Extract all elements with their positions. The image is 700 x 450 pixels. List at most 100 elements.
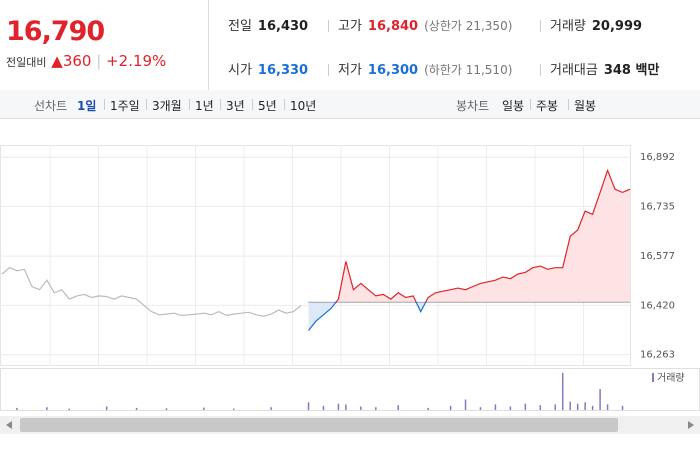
tab-divider [568,99,569,110]
tab[interactable]: 1일 [77,99,97,113]
change: 전일대비 ▲360 | +2.19% [6,52,166,70]
change-label: 전일대비 [6,56,47,69]
volume-bar [46,407,48,410]
stat: 전일 16,430 [228,15,308,34]
tab-group-label: 봉차트 [456,99,490,113]
tab[interactable]: 일봉 [502,99,525,113]
tab[interactable]: 5년 [258,99,277,113]
tab[interactable]: 주봉 [536,99,559,113]
volume-bar [345,404,347,410]
stat-value: 16,330 [257,63,309,78]
tab[interactable]: 3개월 [152,99,182,113]
stat-value: 16,300 [367,63,419,78]
stat: 거래량 20,999 [550,15,642,34]
volume-bar [360,406,362,410]
tab[interactable]: 1년 [195,99,214,113]
volume-bar [105,406,108,410]
volume-bar [322,405,325,410]
stat-note: (하한가 11,510) [424,63,513,77]
stat-note: (상한가 21,350) [424,19,513,33]
tab[interactable]: 1주일 [110,99,140,113]
volume-bar [561,372,564,410]
volume-frame [0,368,700,411]
tab[interactable]: 10년 [290,99,317,113]
volume-bar [621,405,624,410]
up-icon: ▲ [51,52,63,70]
stat-value: 16,840 [367,19,419,34]
volume-bar [524,403,527,410]
volume-bar [397,405,399,410]
volume-bar [307,402,310,410]
area-fill [308,170,630,331]
y-tick-label: 16,577 [640,251,675,262]
stat-label: 거래량 [550,19,586,34]
line [308,168,631,331]
volume-bar [584,402,586,410]
stat: 시가 16,330 [228,59,308,78]
volume-bar [135,407,138,410]
stat-label: 저가 [338,63,362,78]
price-box: 16,790 전일대비 ▲360 | +2.19% [0,0,209,90]
volume-bar [270,407,272,410]
tab-divider [220,99,221,110]
tab-divider [284,99,285,110]
stat-value: 20,999 [591,19,643,34]
volume-bar [337,403,340,410]
tab-group-label: 선차트 [34,99,68,113]
separator [328,64,329,76]
separator [540,20,541,32]
volume-bar [599,389,601,410]
volume-bar [479,407,482,410]
tab-divider [104,99,105,110]
volume-bar [68,408,71,410]
scroll-left [6,421,12,429]
tab[interactable]: 3년 [226,99,245,113]
y-tick-label: 16,735 [640,201,675,212]
legend-label: 거래량 [657,372,685,384]
volume-bar [494,404,497,410]
legend-swatch [652,373,654,382]
tab-divider [146,99,147,110]
volume-bar [449,405,452,410]
tab-divider [252,99,253,110]
volume-bar [606,404,609,410]
volume-bar [16,407,18,410]
scroll-right [688,421,694,429]
volume-bar [165,408,168,410]
volume-bar [233,408,235,410]
stat-label: 고가 [338,19,362,34]
stat-value: 348 백만 [603,63,660,78]
stat-value: 16,430 [257,19,309,34]
tab[interactable]: 월봉 [574,99,597,113]
y-tick-label: 16,263 [640,350,675,361]
plot-frame [0,145,631,366]
volume-bar [569,401,571,410]
change-rate: +2.19% [106,52,167,70]
volume-bar [203,407,205,410]
volume-bar [375,407,377,410]
divider: | [96,52,102,70]
volume-bar [576,403,579,410]
stat-label: 거래대금 [550,63,598,78]
tab-divider [530,99,531,110]
stat-label: 시가 [228,63,252,78]
separator [540,64,541,76]
volume-bar [591,405,594,410]
stat: 고가 16,840 (상한가 21,350) [338,15,512,34]
volume-bar [539,405,542,410]
volume-bar [464,399,467,410]
tab-bar: 선차트 1일 1주일 3개월 1년 3년 5년 10년 봉차트 일봉 주봉 월봉 [0,90,700,119]
stat: 저가 16,300 (하한가 11,510) [338,59,512,78]
separator [328,20,329,32]
scroll-thumb[interactable] [20,418,618,432]
y-tick-label: 16,420 [640,300,675,311]
stat: 거래대금 348 백만 [550,59,659,78]
y-tick-label: 16,892 [640,152,675,163]
volume-bar [427,407,429,410]
volume-bar [509,406,512,410]
price: 16,790 [6,16,105,47]
tab-divider [189,99,190,110]
change-value: 360 [62,52,92,70]
